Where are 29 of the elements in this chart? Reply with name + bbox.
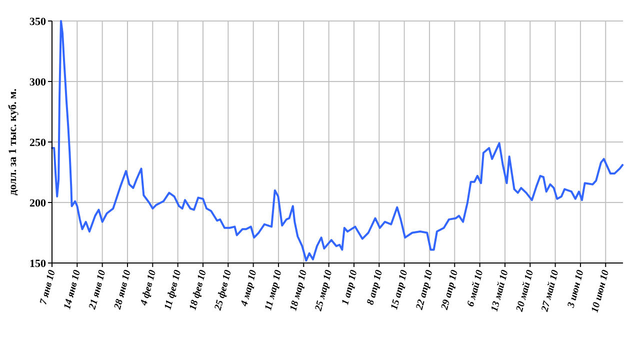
x-tick-label: 7 янв 10 [38, 268, 58, 306]
x-tick-label: 14 янв 10 [62, 268, 84, 311]
x-tick-label: 27 май 10 [539, 268, 562, 314]
x-tick-label: 25 фев 10 [212, 268, 234, 312]
x-tick-label: 28 янв 10 [112, 268, 134, 312]
x-tick-label: 25 мар 10 [312, 268, 335, 314]
x-tick-label: 1 апр 10 [340, 268, 360, 306]
x-tick-label: 11 фев 10 [162, 268, 184, 311]
x-tick-label: 22 апр 10 [414, 268, 436, 312]
x-tick-label: 15 апр 10 [389, 268, 410, 311]
x-tick-label: 11 мар 10 [263, 268, 284, 312]
y-axis-title: долл. за 1 тыс. куб. м. [7, 88, 19, 196]
x-tick-label: 29 апр 10 [439, 268, 461, 312]
x-tick-label: 8 апр 10 [365, 268, 386, 306]
y-tick-label: 250 [30, 136, 46, 149]
y-tick-label: 350 [30, 16, 46, 28]
x-tick-label: 13 май 10 [489, 268, 511, 313]
x-tick-label: 4 мар 10 [238, 268, 260, 308]
x-tick-label: 21 янв 10 [86, 268, 108, 312]
y-tick-label: 300 [30, 76, 46, 88]
x-tick-label: 10 июн 10 [590, 268, 612, 314]
x-tick-label: 18 фев 10 [188, 268, 209, 312]
x-tick-label: 20 май 10 [514, 268, 536, 314]
x-tick-label: 6 май 10 [465, 268, 486, 308]
x-tick-label: 4 фев 10 [138, 268, 159, 308]
y-tick-label: 200 [30, 197, 46, 210]
x-tick-label: 18 мар 10 [288, 268, 310, 312]
y-tick-label: 150 [30, 258, 46, 270]
x-tick-label: 3 июн 10 [566, 268, 586, 310]
